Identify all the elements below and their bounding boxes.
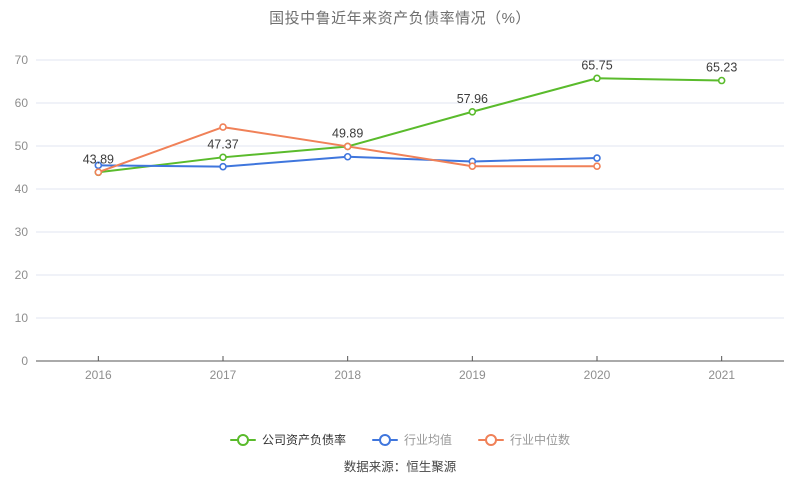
data-point-industry-median[interactable] <box>468 162 477 171</box>
legend-item-industry-median[interactable]: 行业中位数 <box>478 434 570 446</box>
legend-item-company-ratio[interactable]: 公司资产负债率 <box>229 433 346 447</box>
legend-item-industry-mean[interactable]: 行业均值 <box>371 433 452 447</box>
x-axis-tick-label: 2019 <box>459 368 486 382</box>
line-chart: 0 10 20 30 40 50 60 70 2016 2017 2018 2019 2020 2021 4… <box>15 53 784 382</box>
x-axis-tick-label: 2020 <box>584 368 611 382</box>
data-source-note: 数据来源：恒生聚源 <box>343 460 457 474</box>
legend-marker-company-ratio-icon <box>229 434 256 446</box>
x-axis-tick-label: 2016 <box>85 368 112 382</box>
legend-label-industry-mean: 行业均值 <box>403 433 452 447</box>
x-axis-tick-label: 2017 <box>210 368 237 382</box>
series-line-company-ratio[interactable] <box>97 77 723 174</box>
data-label-company-ratio: 47.37 <box>207 137 238 151</box>
legend-label-company-ratio: 公司资产负债率 <box>261 433 346 447</box>
y-axis-tick-label: 30 <box>15 225 29 239</box>
data-point-company-ratio[interactable] <box>219 153 227 162</box>
y-axis-tick-label: 50 <box>15 139 29 153</box>
chart-title: 国投中鲁近年来资产负债率情况（%） <box>269 10 531 27</box>
x-axis-tick-label: 2018 <box>334 368 361 382</box>
legend-label-industry-median: 行业中位数 <box>510 433 571 447</box>
data-point-industry-median[interactable] <box>343 142 352 151</box>
y-axis-tick-label: 0 <box>21 354 28 368</box>
data-label-company-ratio: 65.75 <box>581 58 612 72</box>
data-point-company-ratio[interactable] <box>468 107 477 116</box>
data-label-company-ratio: 43.89 <box>83 152 114 166</box>
data-label-company-ratio: 49.89 <box>332 126 363 140</box>
data-point-industry-mean[interactable] <box>219 162 227 171</box>
legend-marker-industry-mean-icon <box>371 434 398 446</box>
data-point-industry-mean[interactable] <box>593 154 601 162</box>
data-label-company-ratio: 57.96 <box>457 92 488 106</box>
y-axis-tick-label: 40 <box>15 182 29 196</box>
data-point-industry-mean[interactable] <box>343 152 352 161</box>
legend: 公司资产负债率 行业均值 行业中位数 <box>0 431 800 449</box>
y-axis-tick-label: 20 <box>15 268 29 282</box>
data-point-company-ratio[interactable] <box>717 76 726 85</box>
data-point-industry-median[interactable] <box>219 123 227 131</box>
y-axis-tick-label: 70 <box>15 53 29 67</box>
y-axis-tick-label: 10 <box>15 311 29 325</box>
data-point-industry-median[interactable] <box>593 162 601 171</box>
x-axis-tick-label: 2021 <box>708 368 735 382</box>
y-axis-tick-label: 60 <box>15 96 29 110</box>
data-point-industry-mean[interactable] <box>94 161 103 170</box>
data-label-company-ratio: 65.23 <box>706 61 737 75</box>
legend-marker-industry-median-icon <box>478 434 504 446</box>
data-point-company-ratio[interactable] <box>593 74 601 83</box>
data-point-industry-median[interactable] <box>94 168 103 177</box>
